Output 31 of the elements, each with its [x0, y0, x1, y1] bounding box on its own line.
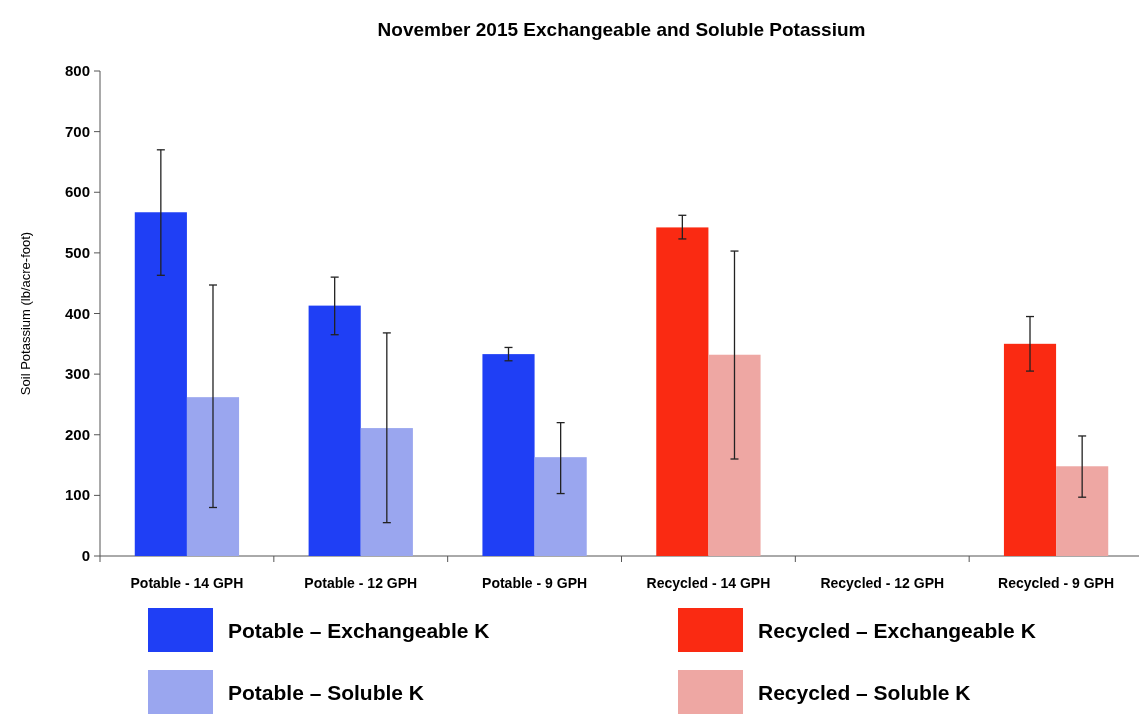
y-axis-title: Soil Potassium (lb/acre-foot) [18, 231, 33, 396]
y-tick-label: 400 [64, 304, 90, 322]
legend-label: Potable – Soluble K [228, 681, 425, 704]
y-tick-label: 100 [64, 486, 90, 504]
legend-label: Recycled – Soluble K [758, 681, 971, 704]
y-tick-label: 800 [64, 62, 90, 79]
legend-label: Recycled – Exchangeable K [758, 619, 1036, 642]
bar [534, 457, 587, 556]
x-tick-label: Potable - 12 GPH [304, 575, 418, 591]
chart-title: November 2015 Exchangeable and Soluble Potassium [377, 19, 866, 40]
x-tick-label: Recycled - 9 GPH [998, 575, 1115, 591]
y-tick-label: 700 [64, 122, 90, 140]
y-tick-label: 500 [64, 243, 90, 261]
y-tick-label: 300 [64, 365, 90, 383]
legend-label: Potable – Exchangeable K [228, 619, 490, 642]
bar [482, 354, 535, 556]
y-tick-label: 600 [64, 183, 90, 201]
x-tick-label: Potable - 14 GPH [130, 575, 244, 591]
y-tick-label: 200 [64, 425, 90, 443]
x-tick-label: Potable - 9 GPH [482, 575, 588, 591]
bar [656, 227, 709, 556]
bar [1056, 466, 1109, 556]
bar [308, 305, 361, 556]
bar [1003, 343, 1057, 556]
bar [360, 428, 413, 556]
bar [708, 354, 761, 556]
bar [134, 212, 187, 556]
y-tick-label: 0 [81, 547, 90, 564]
bar [186, 397, 240, 556]
x-tick-label: Recycled - 14 GPH [646, 575, 771, 591]
x-tick-label: Recycled - 12 GPH [820, 575, 945, 591]
